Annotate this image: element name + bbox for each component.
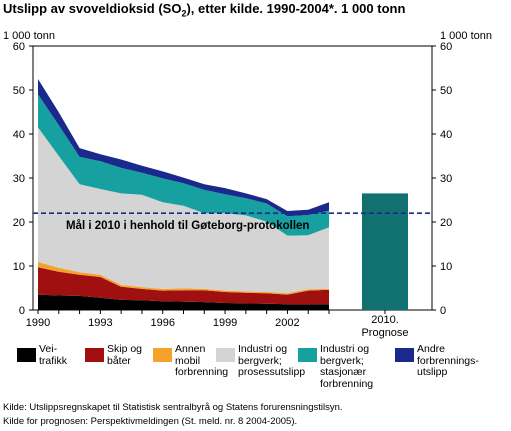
chart-title: Utslipp av svoveldioksid (SO2), etter ki… [3,1,405,19]
y-tick-label-left: 20 [13,217,25,229]
y-tick-label-right: 40 [440,129,452,141]
x-tick-label: 1996 [150,317,174,329]
legend: Vei-trafikk Skip og båter Annen mobil forbren… [0,343,511,396]
y-tick-label-right: 30 [440,173,452,185]
y-tick-label-left: 30 [13,173,25,185]
y-tick-label-left: 0 [19,305,25,317]
y-tick-label-left: 10 [13,261,25,273]
title-subscript: 2 [181,8,187,19]
prognosis-bar [362,193,408,310]
chart-canvas: 0 0 10 10 20 20 30 30 40 40 50 50 60 60 Mål i 2010 i h… [13,41,453,339]
legend-swatch [216,348,235,362]
title-main: Utslipp av svoveldioksid (SO [3,1,182,16]
prognosis-year-label: 2010. [371,314,399,326]
legend-swatch [298,348,317,362]
area-series-3 [38,127,329,294]
y-tick-label-left: 60 [13,41,25,53]
y-tick-label-left: 40 [13,129,25,141]
y-tick-label-right: 20 [440,217,452,229]
area-series-4 [38,94,329,236]
y-tick-label-right: 60 [440,41,452,53]
source-note-1: Kilde: Utslippsregnskapet til Statistisk… [3,402,343,413]
area-series-1 [38,267,329,305]
right-axis-unit: 1 000 tonn [440,30,492,42]
x-tick-label: 1993 [88,317,112,329]
legend-label: Skip og båter [107,343,143,367]
left-axis-unit: 1 000 tonn [3,30,55,42]
x-tick-label: 2002 [275,317,299,329]
legend-label: Industri og bergverk; prosessutslipp [238,343,306,378]
y-tick-label-right: 50 [440,85,452,97]
x-tick-label: 1990 [26,317,50,329]
legend-label: Vei-trafikk [39,343,68,367]
legend-label: Andre forbrennings-utslipp [417,343,479,378]
legend-swatch [395,348,414,362]
area-series-0 [38,294,329,310]
legend-label: Industri og bergverk; stasjonær forbrenning [320,343,374,390]
legend-swatch [85,348,104,362]
legend-label: Annen mobil forbrenning [175,343,229,378]
prognosis-text-label: Prognose [361,327,408,339]
area-series-2 [38,262,329,295]
y-tick-label-right: 0 [440,305,446,317]
target-label: Mål i 2010 i henhold til Gøteborg-protok… [66,220,309,232]
legend-swatch [153,348,172,362]
y-tick-label-left: 50 [13,85,25,97]
legend-swatch [17,348,36,362]
title-rest: ), etter kilde. 1990-2004*. 1 000 tonn [186,1,406,16]
source-note-2: Kilde for prognosen: Perspektivmeldingen… [3,416,298,427]
x-tick-label: 1999 [213,317,237,329]
y-tick-label-right: 10 [440,261,452,273]
